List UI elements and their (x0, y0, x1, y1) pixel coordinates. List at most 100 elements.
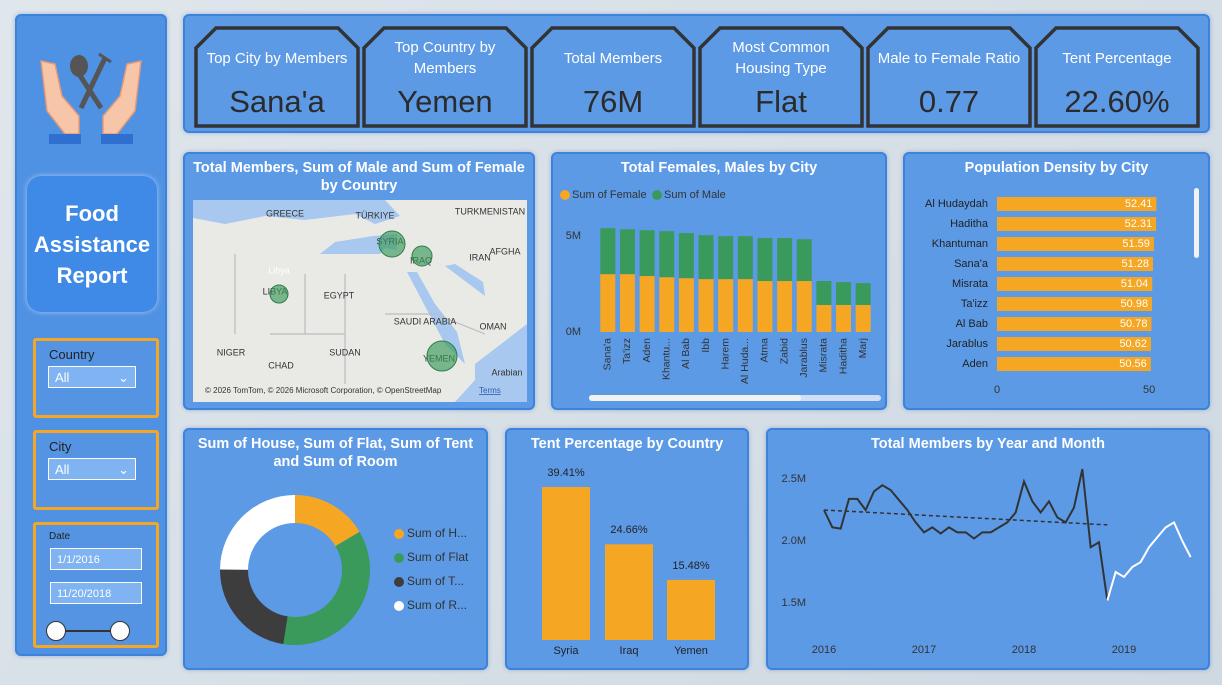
slider-handle[interactable] (110, 621, 130, 641)
x-tick-label: Aden (641, 338, 653, 363)
slider-handle[interactable] (46, 621, 66, 641)
donut-slice (295, 495, 360, 547)
kpi-frame (1034, 26, 1200, 128)
chart-svg: 1.5M 2.0M 2.5M 2016 2017 2018 2019 (782, 468, 1192, 656)
bar (997, 337, 1151, 351)
country-filter[interactable]: Country All ⌄ (33, 338, 159, 418)
bar (997, 297, 1153, 311)
legend-label: Sum of Male (664, 189, 726, 201)
bar (605, 544, 653, 640)
bar-segment (855, 304, 871, 332)
x-tick-label: Al Bab (680, 338, 692, 369)
y-tick-label: 0M (566, 326, 581, 338)
x-tick-label: 2016 (812, 644, 836, 656)
y-tick-label: Khantuman (932, 238, 988, 250)
map-label: CHAD (268, 360, 294, 370)
kpi-label: Top City by Members (206, 49, 348, 67)
legend-label: Sum of R... (407, 598, 467, 612)
bubble (269, 284, 289, 304)
map-label: Arabian (491, 367, 522, 377)
kpi-frame (194, 26, 360, 128)
x-tick-label: Ta'izz (621, 338, 633, 364)
bar (997, 357, 1151, 371)
x-tick-label: Yemen (674, 645, 708, 657)
map-label: Libya (268, 265, 290, 275)
legend-swatch (394, 577, 404, 587)
y-tick-label: Al Hudaydah (925, 198, 988, 210)
kpi-label: Male to Female Ratio (877, 49, 1021, 67)
legend-label: Sum of Flat (407, 550, 469, 564)
stacked-bar-panel: Total Females, Males by City Sum of Femal… (551, 152, 887, 410)
kpi-value: 0.77 (918, 84, 980, 119)
bar-segment (600, 274, 616, 332)
kpi-card: Top City by Members Sana'a (194, 26, 360, 128)
data-label: 51.28 (1121, 258, 1149, 270)
x-tick-label: Marj (857, 338, 869, 358)
kpi-value: Flat (755, 84, 807, 119)
date-start[interactable]: 1/1/2016 (50, 548, 142, 570)
legend-swatch (560, 190, 570, 200)
sea (193, 200, 400, 224)
kpi-outline (362, 26, 528, 128)
date-end[interactable]: 11/20/2018 (50, 582, 142, 604)
map-label: EGYPT (324, 290, 355, 300)
y-tick-label: Sana'a (954, 258, 989, 270)
data-label: 50.98 (1121, 298, 1149, 310)
kpi-strip: Top City by Members Sana'a Top Country by … (183, 14, 1210, 133)
bar-segment (816, 281, 832, 305)
map-label: GREECE (266, 208, 304, 218)
bar-segment (737, 279, 753, 332)
scrollbar-thumb[interactable] (589, 395, 801, 401)
y-tick-label: 2.0M (782, 535, 806, 547)
kpi-frame (362, 26, 528, 128)
borders (234, 254, 486, 384)
data-label: 51.04 (1121, 278, 1149, 290)
x-tick-label: Iraq (620, 645, 639, 657)
city-filter[interactable]: City All ⌄ (33, 430, 159, 510)
bar-segment (619, 229, 635, 275)
map-label: IRAN (469, 252, 491, 262)
report-title: Food Assistance Report (27, 176, 157, 312)
bar (667, 579, 715, 640)
bubble (378, 230, 406, 258)
y-tick-label: Aden (962, 358, 988, 370)
chart-svg: GREECETÜRKIYETURKMENISTANSYRIAIRAQAFGHAI… (193, 200, 527, 402)
dropdown[interactable]: All ⌄ (48, 366, 136, 388)
kpi-value: 76M (582, 84, 644, 119)
filter-label: Country (49, 347, 95, 362)
legend-label: Sum of T... (407, 574, 464, 588)
bar-segment (816, 304, 832, 332)
kpi-frame (866, 26, 1032, 128)
scrollbar[interactable] (1194, 188, 1199, 258)
data-label: 15.48% (672, 560, 710, 572)
terms-link[interactable]: Terms (479, 386, 501, 395)
bar-segment (737, 236, 753, 280)
legend-swatch (394, 601, 404, 611)
chart-svg: Sum of H... Sum of Flat Sum of T... Sum of … (220, 495, 469, 645)
map-label: TÜRKIYE (355, 210, 394, 220)
kpi-card: Tent Percentage 22.60% (1034, 26, 1200, 128)
x-tick-label: Jarablus (798, 338, 810, 378)
bar (997, 257, 1153, 271)
x-tick-label: 2018 (1012, 644, 1036, 656)
bar-segment (619, 274, 635, 332)
kpi-outline (1034, 26, 1200, 128)
bar-segment (777, 281, 793, 332)
legend-label: Sum of Female (572, 189, 647, 201)
dropdown[interactable]: All ⌄ (48, 458, 136, 480)
attribution: © 2026 TomTom, © 2026 Microsoft Corporat… (205, 386, 442, 395)
y-tick-label: 1.5M (782, 597, 806, 609)
line-series (1106, 520, 1192, 601)
bar-segment (659, 277, 675, 332)
slider-track (58, 630, 120, 632)
chart-title: Total Females, Males by City (620, 160, 818, 176)
bar-segment (698, 235, 714, 280)
date-filter: Date 1/1/2016 11/20/2018 (33, 522, 159, 648)
bar (997, 217, 1157, 231)
map-label: NIGER (217, 347, 246, 357)
sea (320, 234, 397, 254)
kpi-label: Top Country by Members (394, 39, 496, 77)
chart-svg: Sum of Female Sum of Male 0M 5M Sana'a Ta'izz… (560, 189, 881, 401)
line-panel: Total Members by Year and Month 1.5M 2.0M 2… (766, 428, 1210, 670)
